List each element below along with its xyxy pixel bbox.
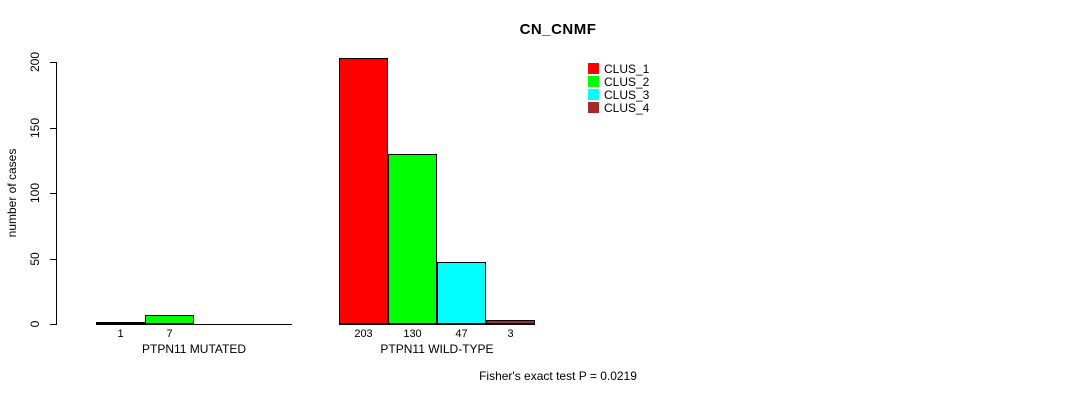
bar-clus_3 [437,262,486,324]
bar-value-label: 3 [507,328,514,340]
y-axis-tick-label: 150 [28,117,42,139]
y-axis-tick-label: 50 [28,252,42,266]
legend-label: CLUS_1 [604,62,650,76]
group-baseline [96,324,292,325]
y-axis-tick [50,324,56,325]
group-baseline [339,324,535,325]
chart-title: CN_CNMF [519,21,597,38]
bar-clus_1 [339,58,388,324]
y-axis-tick [50,259,56,260]
y-axis-tick-label: 200 [28,51,42,73]
bar-value-label: 7 [166,328,173,340]
bar-clus_1 [96,322,145,324]
legend-label: CLUS_3 [604,88,650,102]
legend-label: CLUS_4 [604,101,650,115]
legend-label: CLUS_2 [604,75,650,89]
fisher-test-annotation: Fisher's exact test P = 0.0219 [479,369,637,383]
y-axis-tick-label: 100 [28,182,42,204]
legend-swatch-clus_1 [588,63,599,74]
y-axis-tick [50,62,56,63]
y-axis-line [56,62,57,325]
bar-value-label: 130 [403,328,422,340]
bar-value-label: 47 [455,328,468,340]
legend-swatch-clus_2 [588,76,599,87]
y-axis-tick-label: 0 [28,320,42,328]
bar-clus_4 [486,320,535,324]
y-axis-tick [50,193,56,194]
group-label: PTPN11 WILD-TYPE [380,342,494,356]
bar-clus_2 [388,154,437,324]
y-axis-tick [50,128,56,129]
bar-value-label: 203 [354,328,373,340]
legend-swatch-clus_4 [588,102,599,113]
legend-swatch-clus_3 [588,89,599,100]
bar-value-label: 1 [117,328,124,340]
group-label: PTPN11 MUTATED [141,342,247,356]
bar-clus_2 [145,315,194,324]
